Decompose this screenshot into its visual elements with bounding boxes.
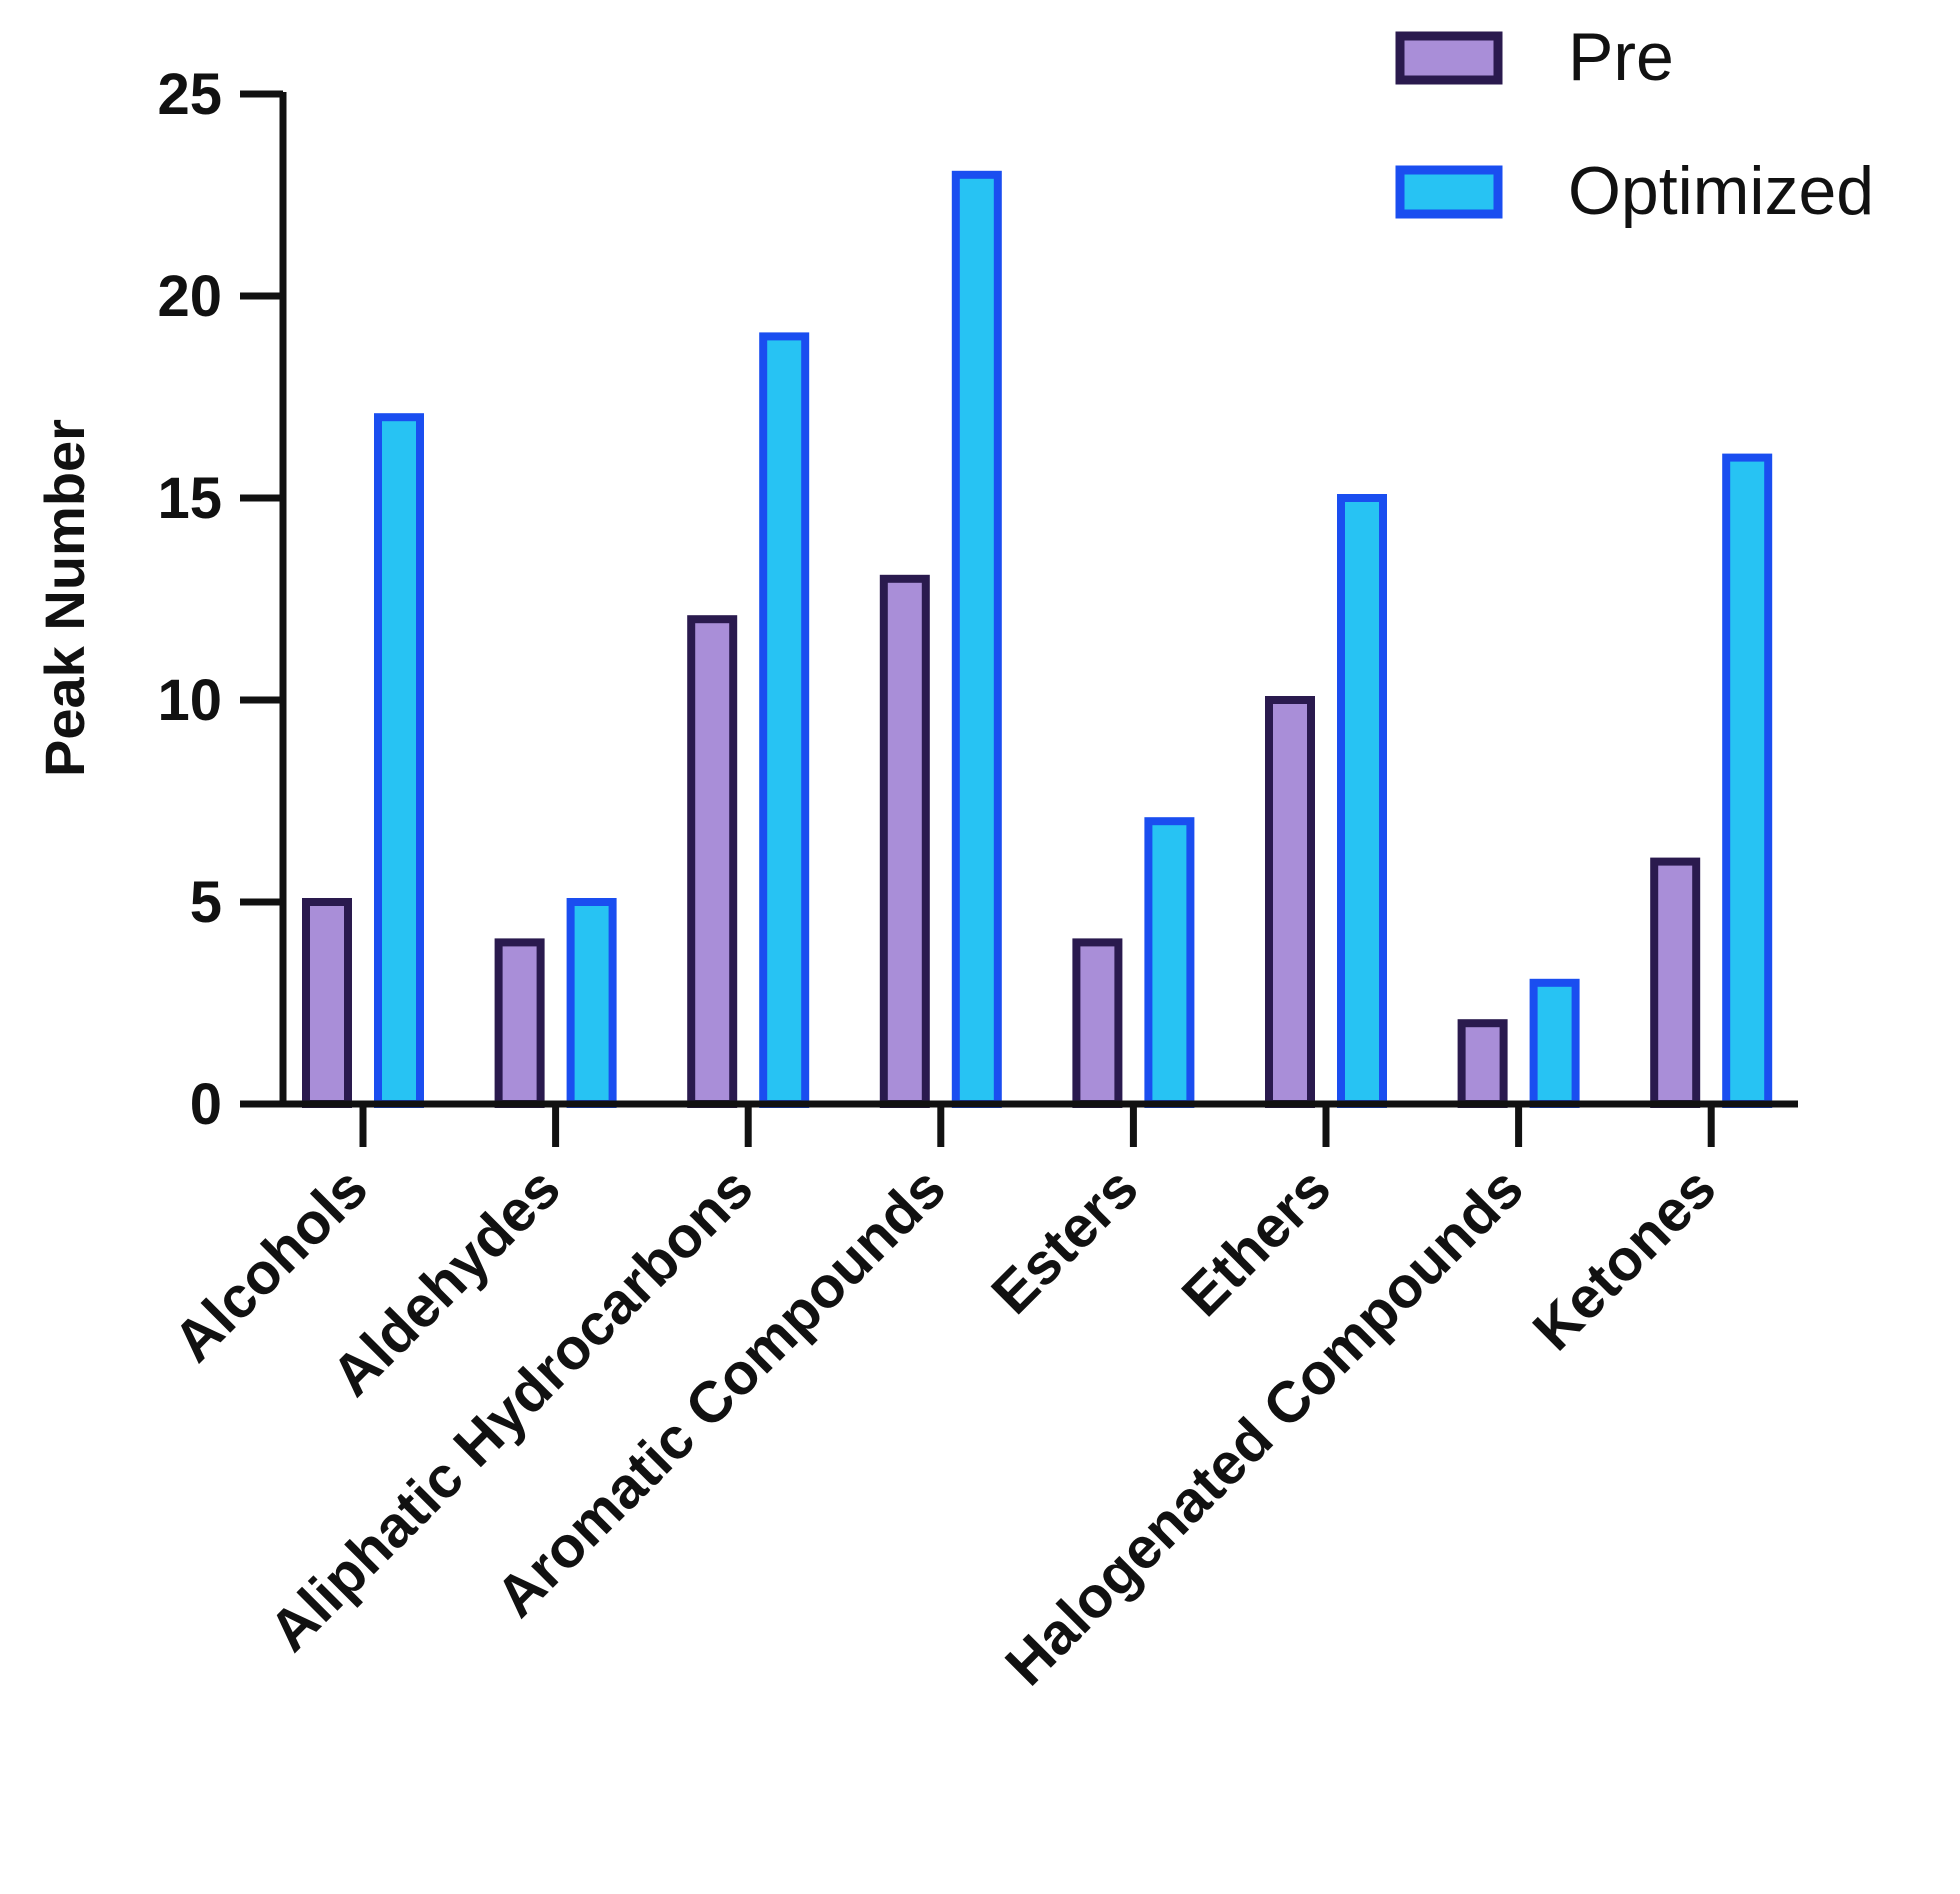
bar-pre-esters [1072,938,1123,1109]
bar-optimized-aliphatic-hydrocarbons [759,332,810,1108]
legend: Pre Optimized [1395,19,1874,229]
bar-optimized-aldehydes [566,898,617,1108]
y-tick-label: 20 [157,264,222,329]
y-tick-label: 0 [190,1072,222,1137]
legend-swatch-pre [1395,31,1503,85]
y-tick-label: 5 [190,870,222,935]
y-ticks-group: 0 5 10 15 20 25 [157,62,283,1137]
legend-label-optimized: Optimized [1568,153,1874,229]
bar-pre-halogenated-compounds [1457,1019,1508,1109]
bar-pre-ketones [1650,857,1701,1108]
bar-optimized-aromatic-compounds [951,170,1002,1109]
bar-optimized-ethers [1337,494,1387,1108]
x-tick-label: Ethers [1170,1155,1344,1329]
bar-optimized-esters [1144,817,1195,1108]
y-axis-label: Peak Number [33,419,96,777]
bar-pre-ethers [1265,696,1315,1108]
y-tick-label: 10 [157,668,222,733]
bar-pre-aldehydes [494,938,545,1109]
x-tick-label: Esters [979,1155,1150,1326]
bar-optimized-halogenated-compounds [1529,978,1580,1108]
bar-pre-alcohols [302,898,352,1108]
y-tick-label: 15 [157,466,222,531]
bar-pre-aromatic-compounds [879,574,930,1108]
x-tick-label: Ketones [1521,1155,1729,1363]
bar-optimized-ketones [1722,453,1773,1109]
bar-pre-aliphatic-hydrocarbons [687,615,738,1108]
y-tick-label: 25 [157,62,222,127]
bar-optimized-alcohols [374,413,424,1108]
legend-swatch-optimized [1395,165,1503,219]
legend-label-pre: Pre [1568,19,1674,95]
bars-group [302,170,1773,1109]
